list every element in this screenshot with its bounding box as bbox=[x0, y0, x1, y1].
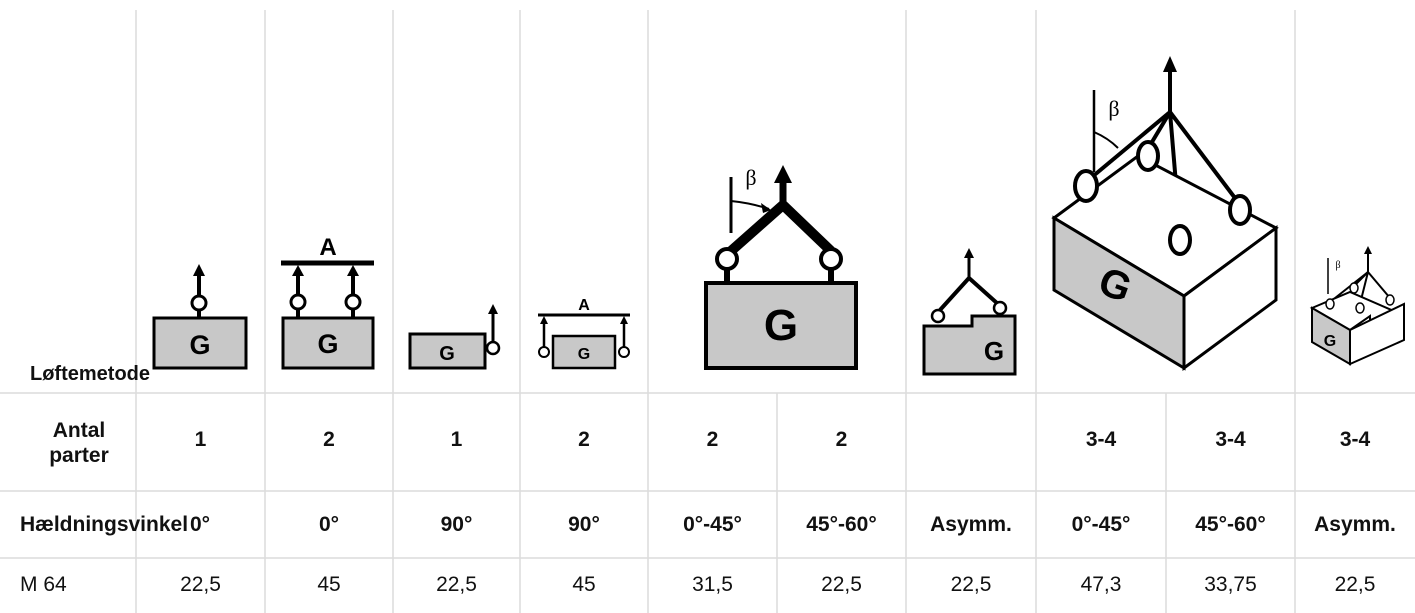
parts-cell: 2 bbox=[648, 410, 777, 470]
m64-cell: 33,75 bbox=[1166, 565, 1295, 605]
m64-cell: 22,5 bbox=[777, 565, 906, 605]
load-letter: G bbox=[189, 330, 210, 360]
angle-cell: 0°-45° bbox=[1036, 505, 1166, 545]
angle-cell: 0° bbox=[265, 505, 393, 545]
row-label-parts: Antal parter bbox=[20, 405, 138, 480]
load-letter: G bbox=[984, 336, 1004, 366]
angle-symbol: β bbox=[1335, 260, 1340, 271]
lift-diagram-asymmetric-two: G bbox=[922, 248, 1018, 376]
load-letter: G bbox=[1324, 333, 1336, 350]
load-letter: G bbox=[439, 343, 455, 365]
m64-cell: 31,5 bbox=[648, 565, 777, 605]
load-letter: G bbox=[317, 329, 338, 359]
m64-cell: 45 bbox=[520, 565, 648, 605]
angle-cell: 0°-45° bbox=[648, 505, 777, 545]
parts-cell: 1 bbox=[393, 410, 520, 470]
angle-cell: Asymm. bbox=[1295, 505, 1415, 545]
row-label-parts-text: Antal parter bbox=[34, 418, 124, 468]
m64-cell: 22,5 bbox=[906, 565, 1036, 605]
angle-symbol: β bbox=[745, 165, 756, 190]
angle-cell: Asymm. bbox=[906, 505, 1036, 545]
parts-cell: 3-4 bbox=[1036, 410, 1166, 470]
parts-cell: 1 bbox=[136, 410, 265, 470]
m64-cell: 47,3 bbox=[1036, 565, 1166, 605]
parts-cell: 2 bbox=[520, 410, 648, 470]
lift-diagram-four-leg-box: β G bbox=[1052, 52, 1278, 370]
lift-diagram-beam-two-legs: A G bbox=[281, 232, 376, 370]
load-letter: G bbox=[578, 346, 590, 363]
angle-symbol: β bbox=[1108, 96, 1119, 121]
row-label-m64: M 64 bbox=[20, 565, 140, 605]
load-letter: G bbox=[764, 301, 798, 350]
m64-cell: 22,5 bbox=[1295, 565, 1415, 605]
angle-cell: 90° bbox=[393, 505, 520, 545]
angle-cell: 0° bbox=[150, 505, 250, 545]
lift-diagram-single-vertical: G bbox=[152, 264, 248, 370]
lift-diagram-asymmetric-box: β G bbox=[1310, 246, 1406, 368]
parts-cell: 2 bbox=[777, 410, 906, 470]
parts-cell: 3-4 bbox=[1295, 410, 1415, 470]
angle-cell: 90° bbox=[520, 505, 648, 545]
m64-cell: 45 bbox=[265, 565, 393, 605]
lift-diagram-single-side: G bbox=[408, 304, 506, 370]
lift-diagram-two-leg-angled: β G bbox=[703, 165, 859, 371]
angle-cell: 45°-60° bbox=[777, 505, 906, 545]
beam-letter: A bbox=[319, 234, 336, 261]
lift-diagram-beam-side: A G bbox=[536, 294, 632, 370]
m64-cell: 22,5 bbox=[393, 565, 520, 605]
beam-letter: A bbox=[578, 297, 590, 314]
m64-cell: 22,5 bbox=[136, 565, 265, 605]
parts-cell: 2 bbox=[265, 410, 393, 470]
parts-cell: 3-4 bbox=[1166, 410, 1295, 470]
parts-cell bbox=[906, 410, 1036, 470]
angle-cell: 45°-60° bbox=[1166, 505, 1295, 545]
